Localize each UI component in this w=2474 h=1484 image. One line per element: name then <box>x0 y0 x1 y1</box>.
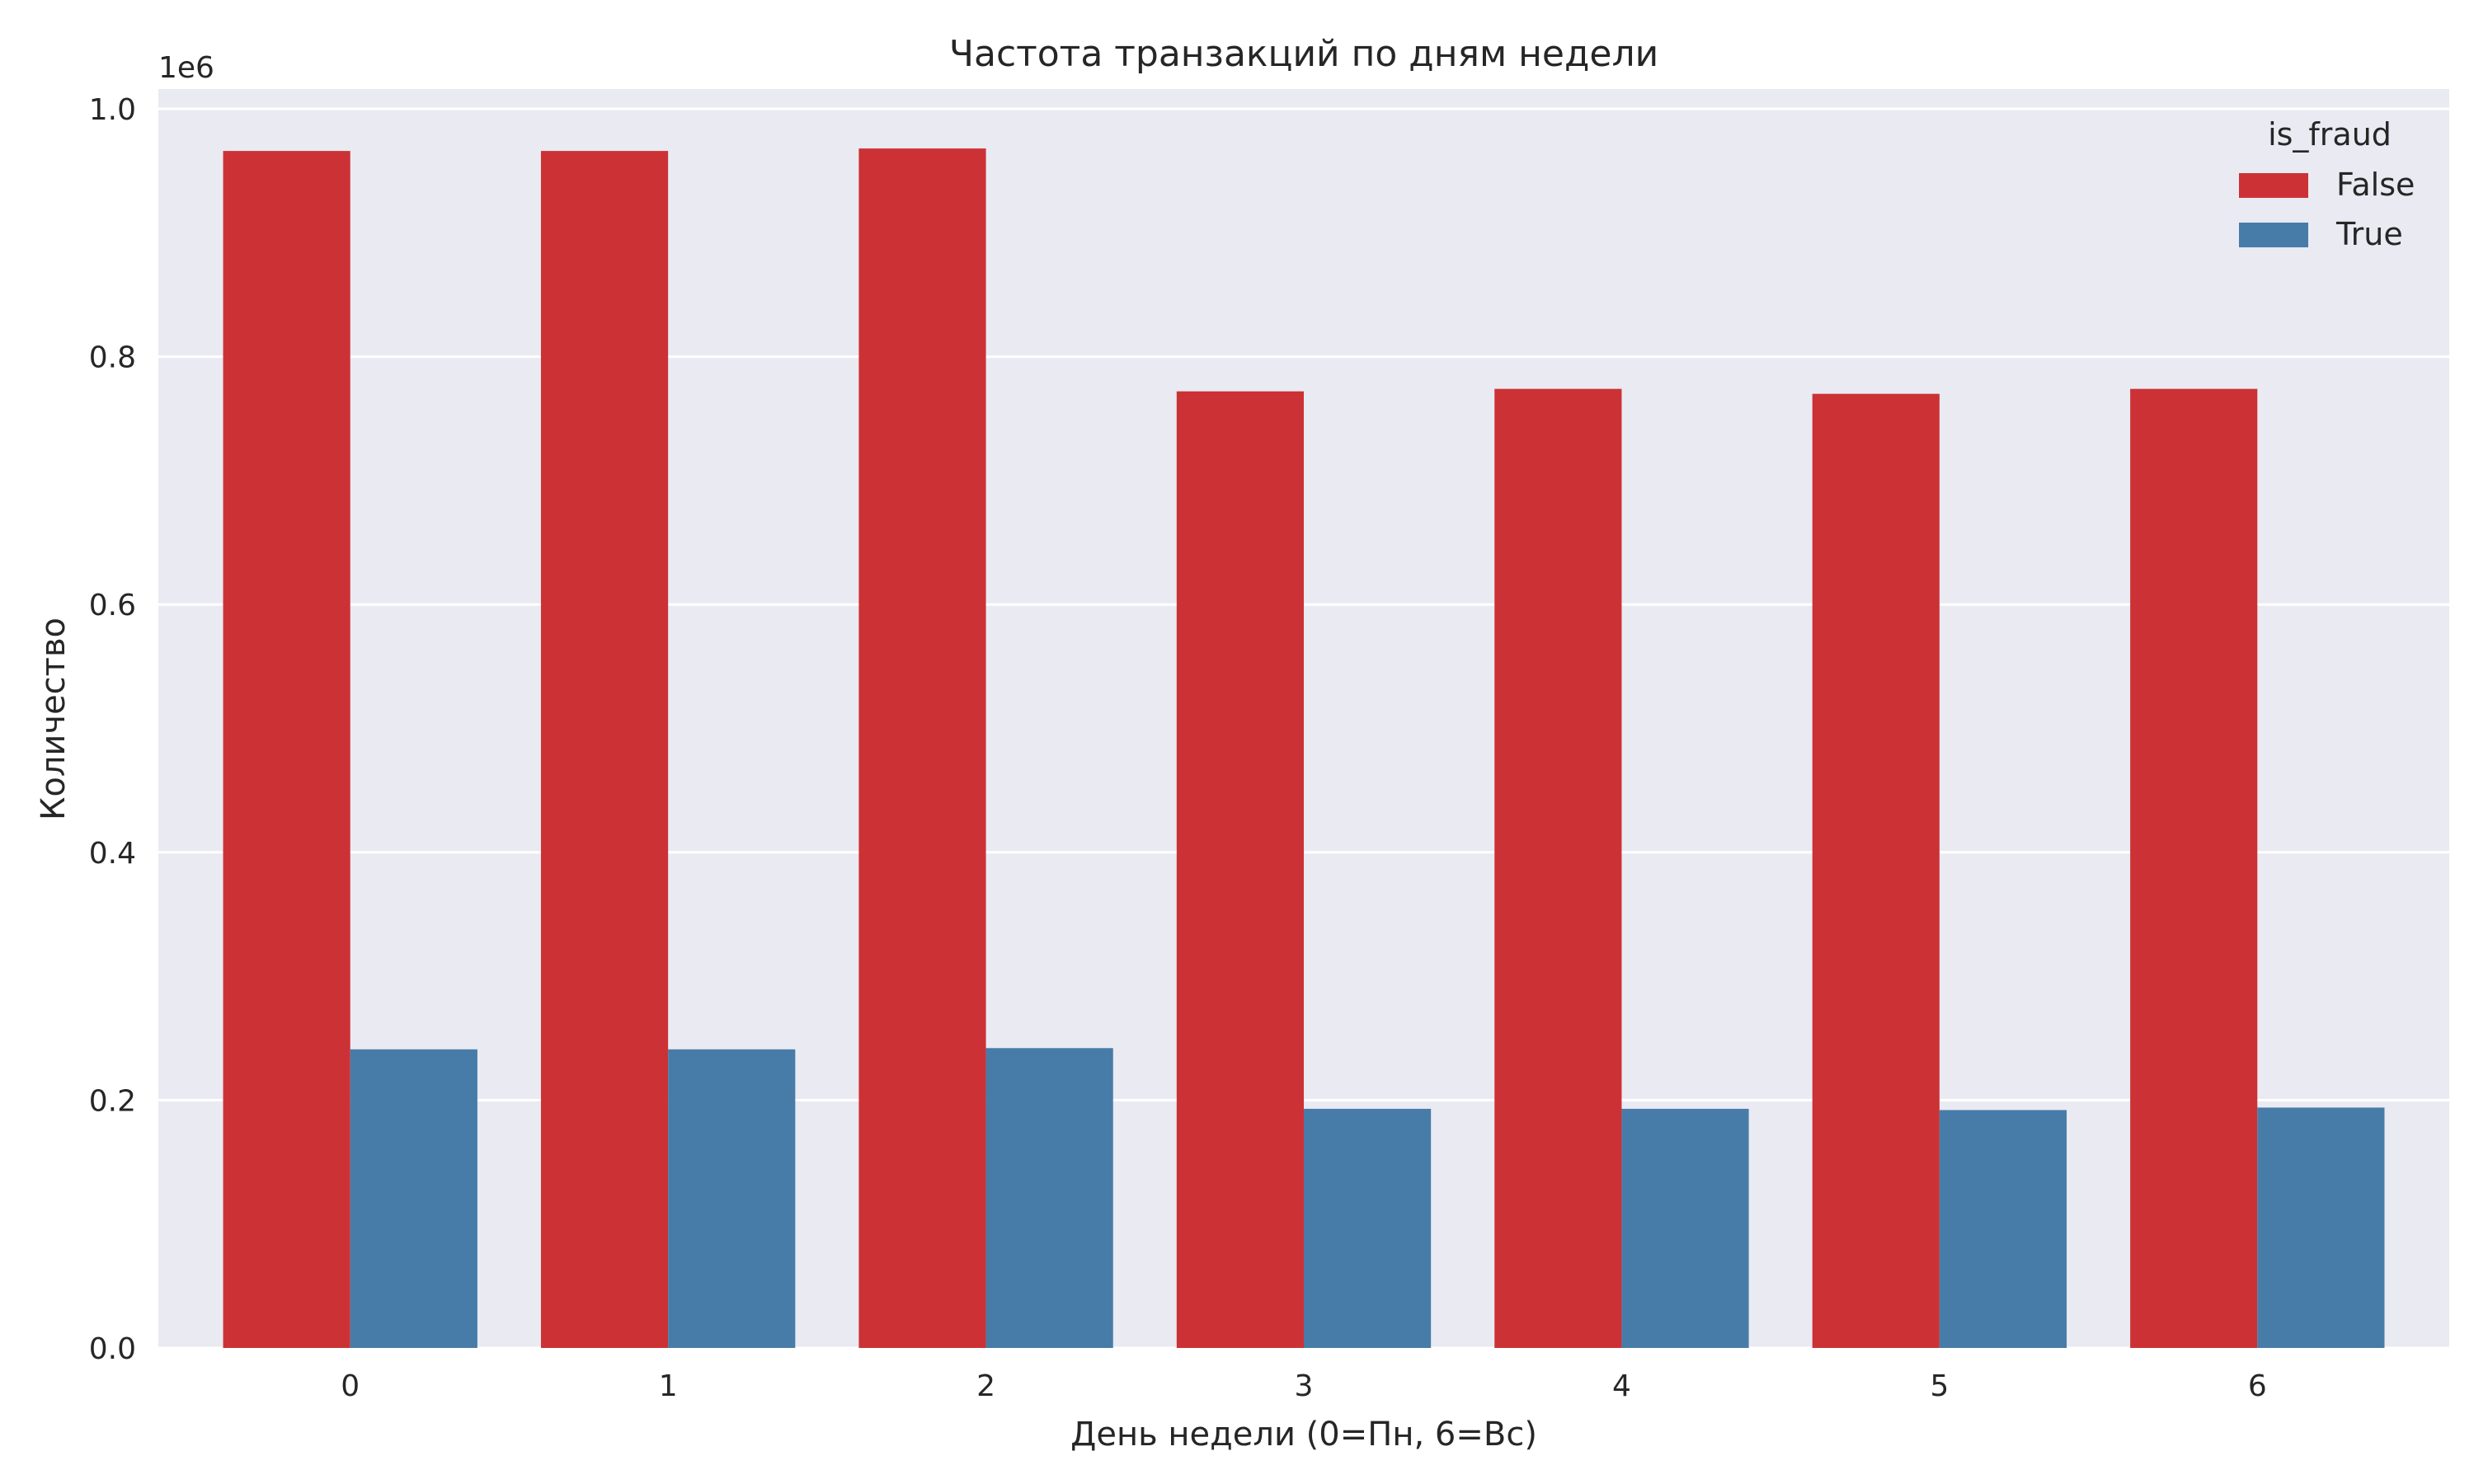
x-tick-label: 2 <box>976 1369 995 1403</box>
legend-label-true: True <box>2335 216 2403 252</box>
bar-true-day-5 <box>1939 1110 2067 1348</box>
bar-false-day-6 <box>2130 388 2258 1349</box>
bar-false-day-3 <box>1176 391 1304 1349</box>
bar-false-day-2 <box>858 148 986 1349</box>
bar-true-day-1 <box>668 1049 796 1348</box>
bar-true-day-0 <box>350 1049 477 1348</box>
x-tick-label: 3 <box>1295 1369 1314 1403</box>
y-axis-label: Количество <box>35 618 73 820</box>
chart-title: Частота транзакций по дням недели <box>949 33 1658 75</box>
y-tick-label: 0.8 <box>89 341 136 375</box>
bars <box>223 148 2385 1349</box>
x-tick-label: 5 <box>1930 1369 1949 1403</box>
y-axis-ticks: 0.0 0.2 0.4 0.6 0.8 1.0 <box>89 93 136 1366</box>
y-tick-label: 0.2 <box>89 1084 136 1118</box>
legend-swatch-true <box>2239 223 2308 247</box>
legend-label-false: False <box>2336 167 2415 203</box>
x-tick-label: 4 <box>1612 1369 1631 1403</box>
x-tick-label: 1 <box>659 1369 678 1403</box>
y-tick-label: 0.6 <box>89 589 136 622</box>
legend: is_fraud False True <box>2239 116 2415 252</box>
x-tick-label: 6 <box>2248 1369 2267 1403</box>
y-tick-label: 1.0 <box>89 93 136 127</box>
bar-true-day-4 <box>1621 1108 1749 1348</box>
x-axis-label: День недели (0=Пн, 6=Вс) <box>1070 1416 1537 1453</box>
x-axis-ticks: 0 1 2 3 4 5 6 <box>341 1369 2266 1403</box>
legend-swatch-false <box>2239 173 2308 198</box>
legend-title: is_fraud <box>2268 116 2392 153</box>
bar-false-day-0 <box>223 151 350 1348</box>
x-tick-label: 0 <box>341 1369 360 1403</box>
bar-true-day-2 <box>985 1048 1113 1348</box>
y-tick-label: 0.4 <box>89 837 136 871</box>
bar-false-day-1 <box>540 151 669 1348</box>
bar-true-day-3 <box>1304 1108 1432 1348</box>
y-tick-label: 0.0 <box>89 1332 136 1366</box>
y-offset-label: 1e6 <box>158 51 214 85</box>
bar-false-day-5 <box>1812 393 1940 1349</box>
bar-false-day-4 <box>1494 388 1622 1349</box>
bar-true-day-6 <box>2257 1107 2385 1348</box>
